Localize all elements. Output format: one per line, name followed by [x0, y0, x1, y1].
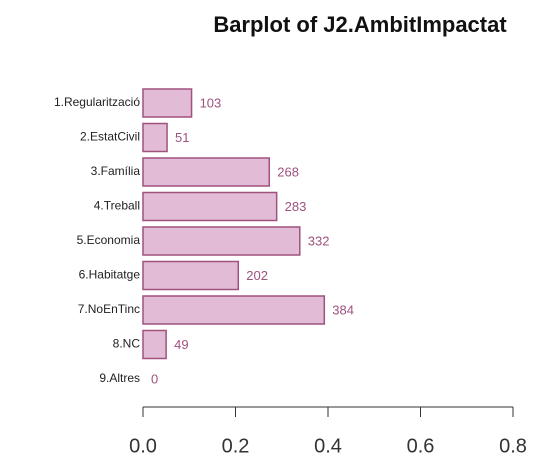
bar [142, 122, 168, 153]
x-tick-label: 0.8 [499, 435, 527, 457]
data-label: 0 [151, 371, 158, 386]
chart-title: Barplot of J2.AmbitImpactat [213, 12, 507, 37]
y-tick-label: 5.Economia [77, 233, 141, 247]
data-label: 51 [175, 130, 189, 145]
data-label: 49 [174, 337, 188, 352]
bar [142, 191, 278, 222]
y-tick-label: 3.Família [91, 164, 141, 178]
y-tick-label: 8.NC [113, 337, 141, 351]
bar [142, 157, 271, 187]
data-label: 268 [277, 164, 299, 179]
bar [142, 260, 240, 291]
bar [142, 329, 167, 360]
y-tick-label: 1.Regularització [54, 95, 140, 109]
y-tick-label: 4.Treball [94, 199, 140, 213]
x-tick-label: 0.2 [222, 435, 250, 457]
bar [142, 295, 326, 325]
data-label: 103 [200, 95, 222, 110]
x-tick-label: 0.6 [407, 435, 435, 457]
data-label: 283 [285, 199, 307, 214]
data-label: 384 [332, 302, 354, 317]
x-tick-label: 0.4 [314, 435, 342, 457]
y-tick-label: 2.EstatCivil [80, 130, 140, 144]
y-tick-label: 6.Habitatge [79, 268, 141, 282]
data-label: 332 [308, 233, 330, 248]
y-tick-label: 7.NoEnTinc [78, 302, 140, 316]
x-tick-label: 0.0 [129, 435, 157, 457]
bar [142, 226, 301, 256]
y-tick-label: 9.Altres [99, 371, 140, 385]
bar [142, 88, 193, 118]
data-label: 202 [246, 268, 268, 283]
